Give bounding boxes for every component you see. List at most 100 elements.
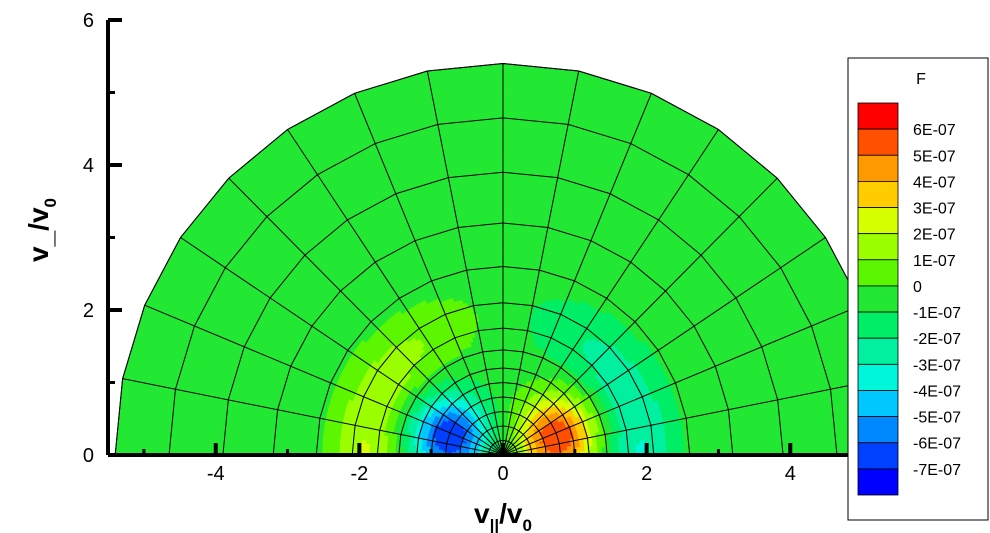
field-cell bbox=[330, 436, 337, 443]
field-cell bbox=[497, 271, 504, 278]
contour-field bbox=[115, 63, 891, 455]
field-cell bbox=[407, 449, 413, 453]
field-cell bbox=[483, 272, 490, 278]
field-cell bbox=[485, 289, 491, 296]
field-cell bbox=[507, 276, 513, 282]
field-cell bbox=[502, 319, 507, 325]
field-cell bbox=[493, 285, 500, 291]
field-cell bbox=[347, 442, 353, 448]
field-cell bbox=[502, 306, 508, 312]
field-cell bbox=[502, 280, 508, 286]
field-cell bbox=[511, 285, 517, 291]
field-cell bbox=[508, 333, 513, 339]
field-cell bbox=[661, 445, 668, 452]
field-cell bbox=[326, 445, 332, 451]
field-cell bbox=[506, 289, 512, 295]
field-cell bbox=[339, 441, 345, 447]
field-cell bbox=[494, 289, 500, 295]
field-cell bbox=[386, 448, 392, 453]
field-cell bbox=[364, 447, 370, 452]
field-cell bbox=[403, 449, 409, 453]
field-cell bbox=[518, 298, 524, 305]
field-cell bbox=[510, 293, 516, 300]
field-cell bbox=[510, 298, 516, 304]
field-cell bbox=[505, 328, 510, 334]
field-cell bbox=[509, 315, 515, 321]
field-cell bbox=[498, 284, 504, 291]
field-cell bbox=[496, 332, 501, 339]
field-cell bbox=[377, 448, 383, 453]
field-cell bbox=[674, 440, 680, 447]
field-cell bbox=[666, 445, 672, 452]
field-cell bbox=[507, 280, 513, 286]
field-cell bbox=[360, 447, 366, 452]
field-cell bbox=[661, 441, 667, 447]
field-cell bbox=[390, 445, 396, 450]
field-cell bbox=[326, 440, 332, 447]
field-cell bbox=[657, 446, 663, 452]
field-cell bbox=[506, 311, 511, 317]
field-cell bbox=[502, 276, 508, 282]
field-cell bbox=[502, 293, 508, 299]
field-cell bbox=[502, 289, 508, 295]
field-cell bbox=[502, 284, 508, 291]
field-cell bbox=[516, 272, 523, 278]
field-cell bbox=[344, 433, 350, 439]
field-cell bbox=[486, 298, 492, 304]
field-cell bbox=[502, 298, 508, 304]
field-cell bbox=[670, 440, 676, 447]
field-cell bbox=[498, 276, 504, 282]
field-cell bbox=[665, 436, 671, 443]
field-cell bbox=[506, 306, 512, 312]
field-cell bbox=[653, 446, 659, 452]
field-cell bbox=[494, 293, 500, 299]
field-cell bbox=[506, 293, 512, 299]
field-cell bbox=[360, 443, 366, 449]
field-cell bbox=[498, 280, 504, 286]
field-cell bbox=[343, 442, 349, 448]
field-cell bbox=[511, 276, 518, 282]
field-cell bbox=[484, 276, 490, 283]
field-cell bbox=[635, 443, 642, 449]
field-cell bbox=[494, 306, 500, 312]
field-cell bbox=[343, 446, 349, 452]
field-cell bbox=[506, 298, 512, 304]
field-cell bbox=[510, 289, 517, 295]
field-cell bbox=[507, 272, 513, 278]
field-cell bbox=[506, 285, 513, 291]
field-cell bbox=[331, 431, 337, 438]
field-cell bbox=[670, 445, 676, 451]
field-cell bbox=[509, 319, 514, 326]
field-cell bbox=[636, 447, 642, 452]
field-cell bbox=[498, 298, 504, 304]
field-cell bbox=[510, 306, 515, 313]
field-cell bbox=[499, 315, 504, 321]
field-cell bbox=[631, 447, 637, 452]
field-cell bbox=[326, 436, 332, 442]
field-cell bbox=[623, 448, 629, 453]
field-cell bbox=[399, 449, 405, 453]
field-cell bbox=[489, 289, 496, 295]
field-cell bbox=[335, 436, 341, 443]
field-cell bbox=[656, 437, 663, 444]
field-cell bbox=[513, 307, 519, 313]
field-cell bbox=[480, 285, 487, 292]
field-cell bbox=[674, 436, 680, 442]
field-cell bbox=[348, 438, 354, 444]
field-cell bbox=[347, 446, 353, 452]
field-cell bbox=[339, 437, 345, 443]
field-cell bbox=[508, 337, 513, 343]
field-cell bbox=[678, 440, 685, 447]
field-cell bbox=[514, 294, 521, 300]
field-cell bbox=[679, 445, 685, 451]
field-cell bbox=[505, 337, 510, 343]
field-cell bbox=[657, 442, 663, 448]
field-cell bbox=[496, 337, 501, 343]
field-cell bbox=[515, 285, 521, 291]
field-cell bbox=[488, 272, 495, 278]
field-cell bbox=[334, 445, 340, 452]
field-cell bbox=[502, 311, 508, 317]
field-cell bbox=[334, 441, 341, 447]
field-cell bbox=[382, 448, 388, 453]
field-cell bbox=[674, 445, 680, 451]
